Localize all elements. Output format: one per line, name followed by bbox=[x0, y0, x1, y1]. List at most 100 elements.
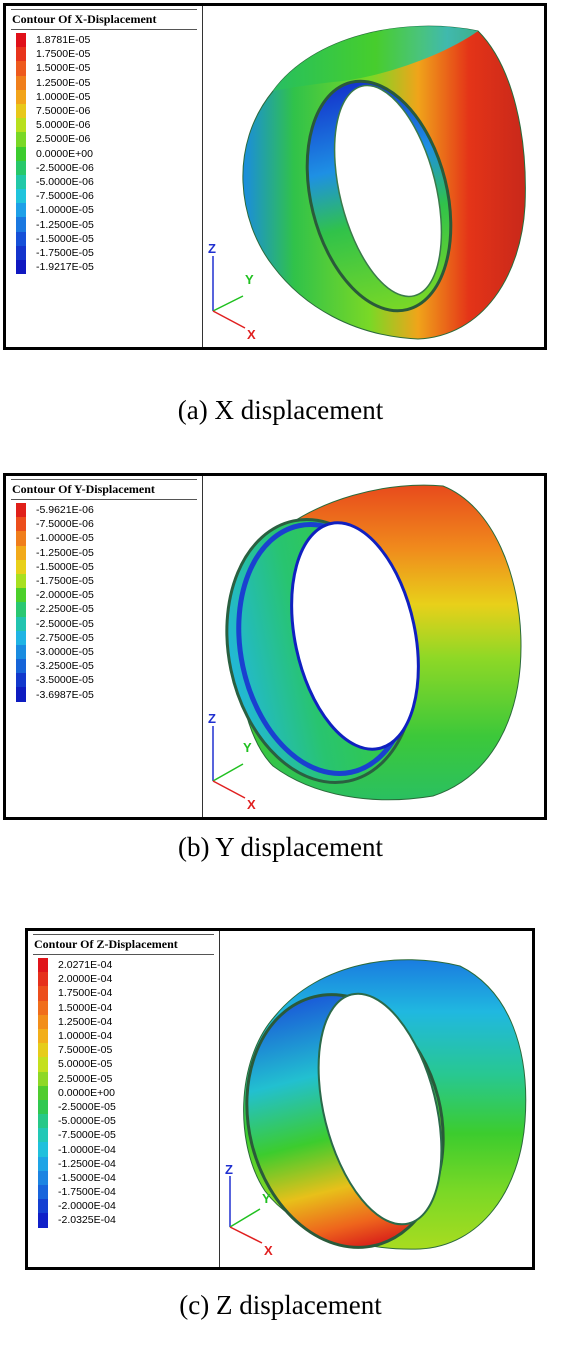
legend-color-swatch bbox=[16, 47, 26, 62]
legend-value-label: -1.7500E-04 bbox=[58, 1186, 116, 1199]
legend-item: -2.5000E-05 bbox=[38, 1099, 116, 1115]
legend-color-swatch bbox=[38, 958, 48, 973]
legend-color-swatch bbox=[16, 217, 26, 232]
legend-value-label: 1.0000E-05 bbox=[36, 90, 91, 103]
legend-color-swatch bbox=[16, 630, 26, 645]
legend-item: -5.0000E-06 bbox=[16, 174, 94, 190]
legend-items-x: 1.8781E-05 1.7500E-05 1.5000E-05 1.2500E-05… bbox=[16, 33, 94, 275]
legend-color-swatch bbox=[38, 986, 48, 1001]
ring-model-y: Z Y X bbox=[208, 484, 522, 812]
legend-y: Contour Of Y-Displacement -5.9621E-06 -7.… bbox=[6, 476, 203, 817]
legend-value-label: -5.0000E-05 bbox=[58, 1115, 116, 1128]
legend-color-swatch bbox=[38, 1156, 48, 1171]
legend-color-swatch bbox=[16, 89, 26, 104]
ring-body-z bbox=[243, 959, 527, 1250]
legend-color-swatch bbox=[38, 1043, 48, 1058]
caption-x: (a) X displacement bbox=[177, 395, 384, 425]
legend-color-swatch bbox=[16, 531, 26, 546]
legend-item: -2.5000E-05 bbox=[16, 616, 94, 631]
legend-item: 1.2500E-05 bbox=[16, 75, 94, 90]
legend-color-swatch bbox=[38, 1014, 48, 1029]
legend-color-swatch bbox=[38, 1170, 48, 1185]
legend-color-swatch bbox=[16, 103, 26, 119]
legend-item: -1.7500E-05 bbox=[16, 245, 94, 260]
legend-item: -2.0000E-04 bbox=[38, 1199, 116, 1214]
legend-value-label: -1.0000E-04 bbox=[58, 1143, 116, 1156]
legend-item: -2.7500E-05 bbox=[16, 630, 94, 645]
legend-item: -1.0000E-05 bbox=[16, 531, 94, 546]
legend-value-label: -7.5000E-05 bbox=[58, 1129, 116, 1142]
legend-color-swatch bbox=[16, 231, 26, 246]
legend-color-swatch bbox=[38, 1057, 48, 1072]
legend-item: 1.7500E-04 bbox=[38, 986, 116, 1001]
legend-title-y: Contour Of Y-Displacement bbox=[12, 482, 155, 496]
legend-item: 0.0000E+00 bbox=[16, 146, 94, 161]
axis-label-x: X bbox=[264, 1243, 273, 1258]
legend-item: -3.6987E-05 bbox=[16, 687, 94, 702]
legend-value-label: -3.5000E-05 bbox=[36, 674, 94, 687]
caption-z: (c) Z displacement bbox=[179, 1290, 382, 1320]
legend-color-swatch bbox=[16, 160, 26, 175]
legend-item: 5.0000E-06 bbox=[16, 118, 94, 133]
axis-label-z: Z bbox=[208, 711, 216, 726]
legend-value-label: 2.5000E-06 bbox=[36, 133, 91, 146]
legend-divider bbox=[11, 29, 197, 30]
legend-divider bbox=[33, 954, 214, 955]
legend-color-swatch bbox=[16, 174, 26, 190]
legend-color-swatch bbox=[38, 1185, 48, 1200]
legend-value-label: 1.7500E-05 bbox=[36, 48, 91, 61]
ring-model-x: Z Y X bbox=[208, 25, 526, 342]
legend-value-label: -1.5000E-04 bbox=[58, 1171, 116, 1184]
legend-item: -3.2500E-05 bbox=[16, 659, 94, 674]
legend-item: -7.5000E-06 bbox=[16, 517, 94, 532]
legend-item: 1.8781E-05 bbox=[16, 33, 94, 48]
legend-color-swatch bbox=[16, 260, 26, 275]
legend-color-swatch bbox=[38, 1085, 48, 1100]
axis-label-y: Y bbox=[243, 740, 252, 755]
legend-value-label: 5.0000E-05 bbox=[58, 1058, 113, 1071]
legend-color-swatch bbox=[16, 33, 26, 48]
legend-color-swatch bbox=[16, 616, 26, 631]
caption-y: (b) Y displacement bbox=[178, 832, 383, 862]
axis-triad-x: Z Y X bbox=[208, 241, 256, 342]
legend-value-label: 1.5000E-04 bbox=[58, 1001, 113, 1014]
legend-value-label: 1.5000E-05 bbox=[36, 62, 91, 75]
legend-value-label: -1.0000E-05 bbox=[36, 532, 94, 545]
ring-body-y bbox=[225, 484, 522, 801]
legend-item: 1.0000E-05 bbox=[16, 89, 94, 104]
legend-color-swatch bbox=[16, 659, 26, 674]
legend-item: -3.0000E-05 bbox=[16, 644, 94, 660]
legend-color-swatch bbox=[16, 146, 26, 161]
legend-value-label: -2.0000E-04 bbox=[58, 1200, 116, 1213]
legend-divider bbox=[11, 499, 197, 500]
legend-items-y: -5.9621E-06 -7.5000E-06 -1.0000E-05 -1.2500… bbox=[16, 503, 94, 702]
legend-color-swatch bbox=[16, 644, 26, 660]
legend-value-label: -3.6987E-05 bbox=[36, 688, 94, 701]
legend-value-label: -2.2500E-05 bbox=[36, 603, 94, 616]
legend-value-label: -1.7500E-05 bbox=[36, 246, 94, 259]
legend-item: -1.5000E-04 bbox=[38, 1170, 116, 1185]
legend-item: -7.5000E-06 bbox=[16, 189, 94, 204]
legend-value-label: -2.0325E-04 bbox=[58, 1214, 116, 1227]
legend-item: 2.0271E-04 bbox=[38, 958, 116, 973]
ring-body-x bbox=[242, 25, 526, 340]
legend-value-label: -5.9621E-06 bbox=[36, 504, 94, 517]
legend-value-label: -1.5000E-05 bbox=[36, 560, 94, 573]
legend-value-label: -1.0000E-05 bbox=[36, 204, 94, 217]
legend-item: -2.0000E-05 bbox=[16, 588, 94, 603]
legend-value-label: 0.0000E+00 bbox=[58, 1086, 115, 1099]
legend-item: 2.0000E-04 bbox=[38, 972, 116, 987]
legend-color-swatch bbox=[16, 132, 26, 147]
legend-value-label: 1.2500E-05 bbox=[36, 76, 91, 89]
legend-item: 0.0000E+00 bbox=[38, 1085, 116, 1100]
axis-triad-z: Z Y X bbox=[225, 1162, 273, 1258]
legend-value-label: 2.0000E-04 bbox=[58, 973, 113, 986]
legend-item: -1.5000E-05 bbox=[16, 559, 94, 574]
legend-value-label: 1.7500E-04 bbox=[58, 987, 113, 1000]
legend-color-swatch bbox=[16, 203, 26, 218]
legend-color-swatch bbox=[38, 1028, 48, 1044]
legend-color-swatch bbox=[16, 517, 26, 532]
legend-item: -1.0000E-05 bbox=[16, 203, 94, 218]
legend-color-swatch bbox=[16, 189, 26, 204]
legend-color-swatch bbox=[38, 1199, 48, 1214]
